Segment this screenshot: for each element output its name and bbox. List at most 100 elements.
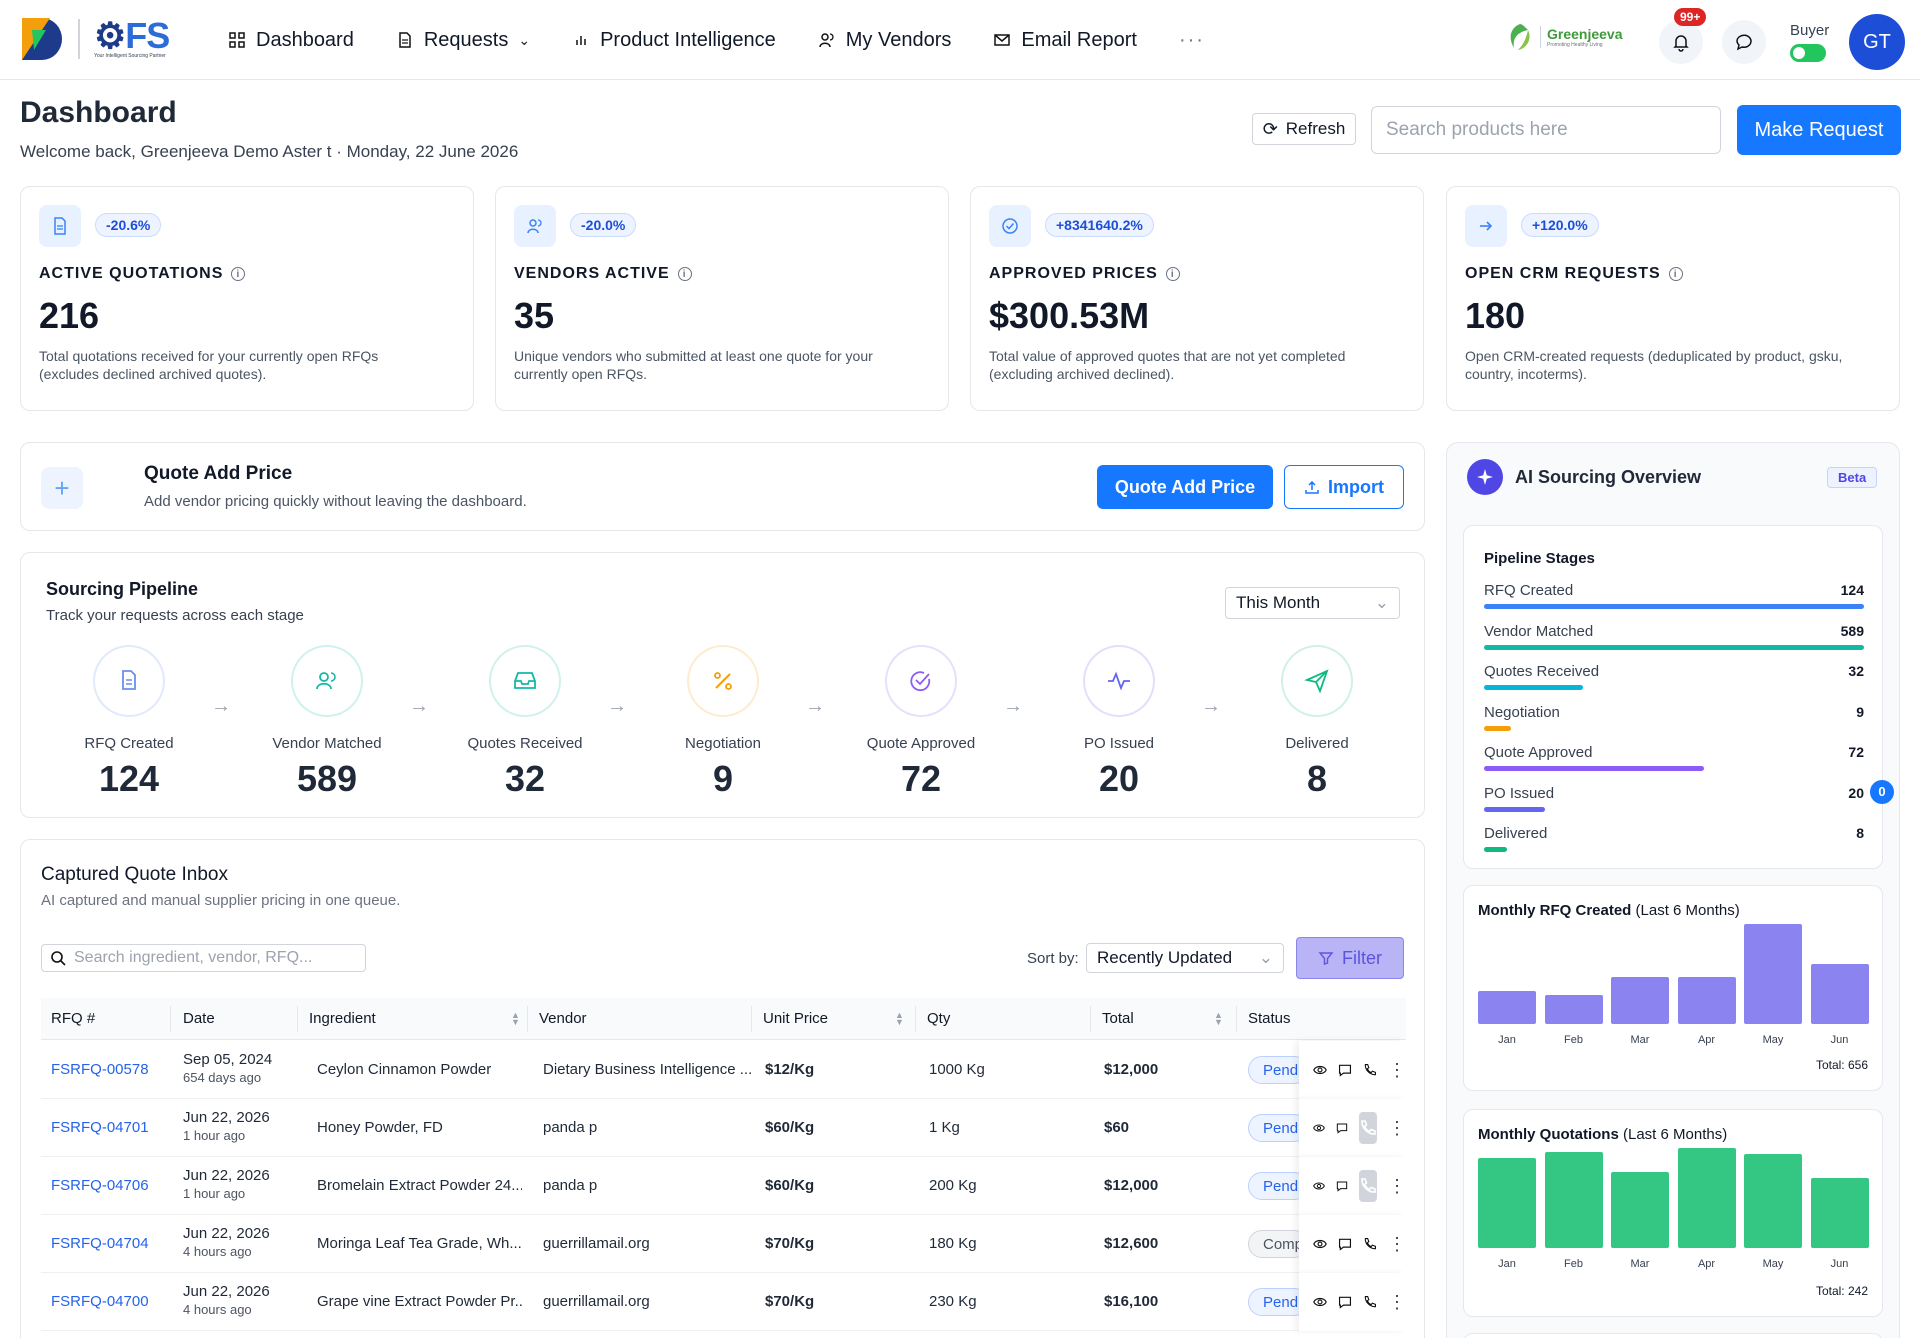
period-select[interactable]: This Month ⌄ [1225, 587, 1400, 619]
chart-bar-may[interactable] [1744, 924, 1802, 1024]
comment-icon[interactable] [1336, 1119, 1348, 1137]
eye-icon[interactable] [1313, 1061, 1327, 1079]
eye-icon[interactable] [1313, 1119, 1325, 1137]
col-vendor[interactable]: Vendor [539, 1010, 587, 1027]
product-search-input[interactable]: Search products here [1371, 106, 1721, 154]
ai-stage-bar [1484, 847, 1507, 852]
pipeline-stage-quote-approved[interactable]: Quote Approved 72 [841, 645, 1001, 800]
make-request-button[interactable]: Make Request [1737, 105, 1901, 155]
pipeline-stage-vendor-matched[interactable]: Vendor Matched 589 [247, 645, 407, 800]
sort-select[interactable]: Recently Updated ⌄ [1086, 943, 1284, 973]
comment-icon[interactable] [1338, 1293, 1352, 1311]
sort-icon[interactable]: ▲ ▼ [511, 1009, 520, 1027]
chart-bar-jun[interactable] [1810, 964, 1869, 1024]
col-date[interactable]: Date [183, 1010, 215, 1027]
pipeline-stage-negotiation[interactable]: Negotiation 9 [643, 645, 803, 800]
chart-title-sub: (Last 6 Months) [1635, 902, 1740, 919]
comment-icon[interactable] [1338, 1235, 1352, 1253]
col-status[interactable]: Status [1248, 1010, 1291, 1027]
user-avatar[interactable]: GT [1849, 14, 1905, 70]
po-count-bubble[interactable]: 0 [1870, 779, 1894, 804]
col-ingredient[interactable]: Ingredient ▲ ▼ [309, 1009, 520, 1027]
filter-label: Filter [1342, 947, 1382, 968]
upload-icon [1305, 480, 1319, 494]
column-divider [1236, 1006, 1237, 1032]
more-vertical-icon[interactable]: ⋮ [1388, 1118, 1406, 1138]
chart-bar-mar[interactable] [1611, 977, 1669, 1024]
more-vertical-icon[interactable]: ⋮ [1388, 1234, 1406, 1254]
table-row[interactable]: FSRFQ-04704 Jun 22, 2026 4 hours ago Moring… [41, 1215, 1406, 1273]
col-rfq[interactable]: RFQ # [51, 1010, 96, 1027]
sort-icon[interactable]: ▲ ▼ [895, 1009, 904, 1027]
chart-bar-apr[interactable] [1677, 977, 1736, 1024]
import-button[interactable]: Import [1284, 465, 1404, 509]
rfq-link[interactable]: FSRFQ-04704 [51, 1235, 149, 1252]
chart-bar-may[interactable] [1744, 1154, 1802, 1248]
messages-button[interactable] [1722, 20, 1766, 64]
filter-button[interactable]: Filter [1296, 937, 1404, 979]
rfq-link[interactable]: FSRFQ-00578 [51, 1061, 149, 1078]
comment-icon[interactable] [1336, 1177, 1348, 1195]
table-row[interactable]: FSRFQ-04706 Jun 22, 2026 1 hour ago Bromela… [41, 1157, 1406, 1215]
refresh-button[interactable]: ⟳ Refresh [1252, 113, 1356, 145]
refresh-icon: ⟳ [1262, 118, 1278, 139]
phone-icon[interactable] [1363, 1061, 1377, 1079]
nav-more-menu[interactable]: ··· [1178, 28, 1205, 51]
rfq-link[interactable]: FSRFQ-04706 [51, 1177, 149, 1194]
stage-count: 9 [712, 758, 734, 799]
col-unit-price[interactable]: Unit Price ▲ ▼ [763, 1010, 913, 1027]
total-cell: $60 [1104, 1119, 1130, 1136]
nav-product-intelligence[interactable]: Product Intelligence [572, 29, 776, 52]
eye-icon[interactable] [1313, 1235, 1327, 1253]
notifications-button[interactable] [1659, 20, 1703, 64]
pipeline-stage-delivered[interactable]: Delivered 8 [1237, 645, 1397, 800]
col-qty[interactable]: Qty [927, 1010, 951, 1027]
stage-count: 124 [98, 758, 160, 799]
chart-bar-mar[interactable] [1611, 1172, 1669, 1248]
inbox-search-input[interactable]: Search ingredient, vendor, RFQ... [41, 944, 366, 972]
pipeline-stage-quotes-received[interactable]: Quotes Received 32 [445, 645, 605, 800]
chart-tick-label: Jun [1830, 1258, 1849, 1270]
more-vertical-icon[interactable]: ⋮ [1388, 1060, 1406, 1080]
chevron-down-icon: ⌄ [1258, 948, 1273, 967]
ingredient-cell: Bromelain Extract Powder 24... [317, 1177, 522, 1194]
eye-icon[interactable] [1313, 1293, 1327, 1311]
phone-icon[interactable] [1363, 1293, 1377, 1311]
more-vertical-icon[interactable]: ⋮ [1388, 1176, 1406, 1196]
eye-icon[interactable] [1313, 1177, 1325, 1195]
info-icon[interactable]: i [677, 267, 692, 281]
rfq-link[interactable]: FSRFQ-04701 [51, 1119, 149, 1136]
quote-add-price-button[interactable]: Quote Add Price [1097, 465, 1273, 509]
sort-icon[interactable]: ▲ ▼ [1214, 1009, 1223, 1027]
chart-bar-jan[interactable] [1478, 990, 1536, 1024]
info-icon[interactable]: i [1165, 267, 1180, 281]
rfq-link[interactable]: FSRFQ-04700 [51, 1293, 149, 1310]
chart-bar-apr[interactable] [1677, 1148, 1736, 1248]
role-toggle[interactable] [1790, 44, 1826, 62]
more-vertical-icon[interactable]: ⋮ [1388, 1292, 1406, 1312]
table-row[interactable]: FSRFQ-04700 Jun 22, 2026 4 hours ago Grape … [41, 1273, 1406, 1331]
ai-stage-bar [1484, 806, 1545, 812]
info-icon[interactable]: i [1668, 267, 1683, 281]
phone-icon[interactable] [1363, 1235, 1377, 1253]
plus-icon[interactable]: + [41, 467, 83, 509]
pipeline-stage-rfq-created[interactable]: RFQ Created 124 [49, 645, 209, 800]
nav-requests[interactable]: Requests ⌄ [396, 29, 530, 52]
chart-bar-feb[interactable] [1544, 994, 1603, 1024]
chart-bar-jun[interactable] [1810, 1178, 1869, 1248]
chart-bar-feb[interactable] [1544, 1152, 1603, 1248]
nav-email-report[interactable]: Email Report [993, 29, 1137, 52]
comment-icon[interactable] [1338, 1061, 1352, 1079]
info-icon[interactable]: i [231, 267, 246, 281]
chart-tick-label: May [1762, 1034, 1784, 1046]
app-logo[interactable]: ⚙FS Your Intelligent Sourcing Partner [20, 16, 170, 62]
table-row[interactable]: FSRFQ-04701 Jun 22, 2026 1 hour ago Honey P… [41, 1099, 1406, 1157]
table-row[interactable]: FSRFQ-00578 Sep 05, 2024 654 days ago Ceylo… [41, 1041, 1406, 1099]
chart-bar-jan[interactable] [1478, 1158, 1536, 1248]
pipeline-stage-po-issued[interactable]: PO Issued 20 [1039, 645, 1199, 800]
ai-stage-row: Negotiation 9 [1484, 704, 1864, 744]
col-total[interactable]: Total ▲ ▼ [1102, 1010, 1232, 1027]
chart-tick-label: Mar [1630, 1034, 1650, 1046]
nav-dashboard[interactable]: Dashboard [228, 29, 354, 52]
nav-my-vendors[interactable]: My Vendors [818, 29, 951, 52]
